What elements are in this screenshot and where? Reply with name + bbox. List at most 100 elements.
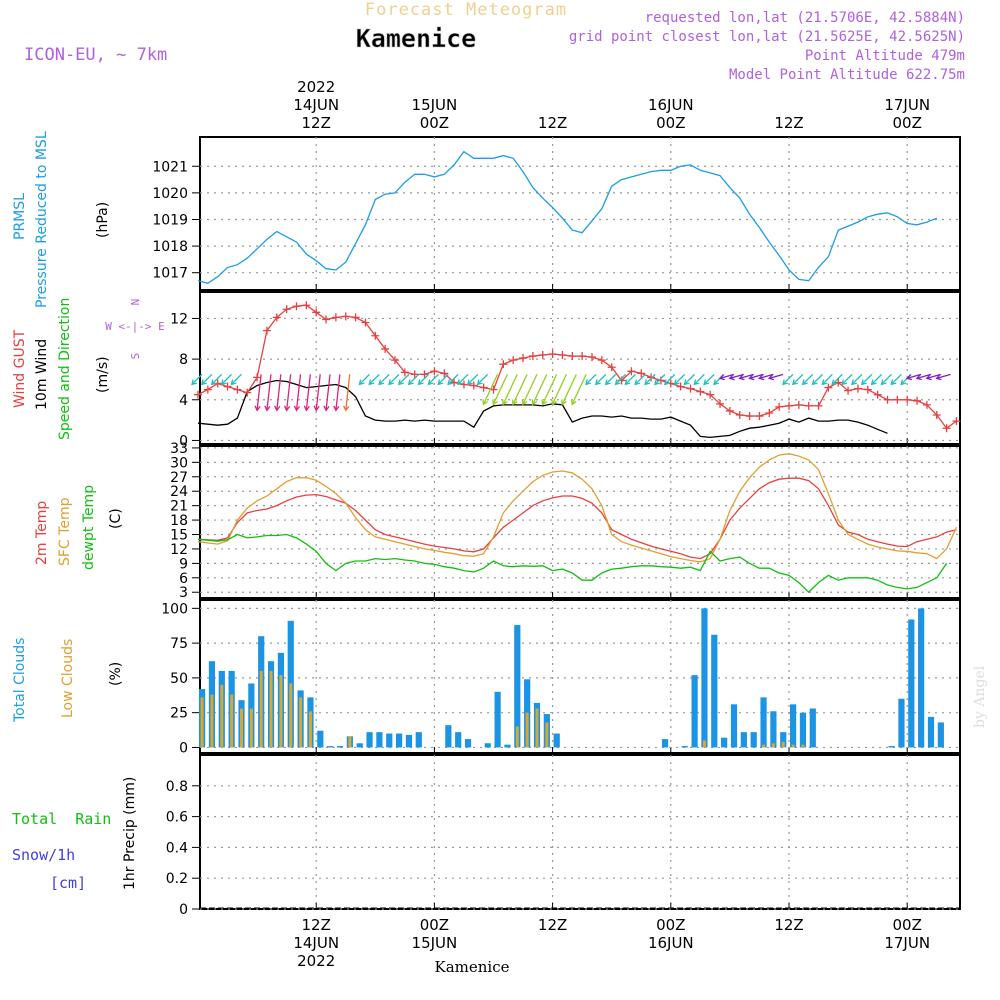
gust-marker (863, 385, 872, 394)
gust-marker (322, 315, 331, 324)
time-label: 12Z (302, 916, 331, 934)
gust-marker (794, 400, 803, 409)
wind-direction-arrow (841, 373, 853, 385)
gust-marker (873, 390, 882, 399)
time-label: 12Z (302, 114, 331, 132)
total-cloud-bar (661, 739, 669, 748)
time-label: 12Z (538, 114, 567, 132)
precip-panel: 0 0.2 0.4 0.6 0.8 (166, 754, 961, 918)
gust-marker (785, 401, 793, 410)
total-cloud-bar (553, 733, 560, 748)
label-dewpt-temp: dewpt Temp (81, 485, 97, 570)
watermark: by Angel (972, 665, 988, 728)
wind-direction-arrow (812, 373, 824, 385)
time-label: 00Z (893, 114, 922, 132)
gust-marker (765, 408, 774, 417)
wind-arrow-head (758, 374, 765, 381)
wind-direction-arrow (890, 373, 902, 385)
wind-arrow-head (870, 379, 877, 386)
low-cloud-bar (240, 708, 243, 748)
pressure-y-tick-label: 1021 (152, 159, 188, 175)
clouds-y-tick-label: 0 (179, 740, 188, 756)
label-cm: [cm] (50, 874, 86, 892)
wind-direction-arrow (782, 373, 794, 385)
wind-direction-arrow (502, 374, 518, 405)
gust-marker (371, 331, 380, 340)
gust-marker (883, 395, 892, 404)
wind-arrow-head (585, 379, 592, 386)
wind-arrow-head (313, 405, 320, 412)
gust-marker (548, 350, 557, 359)
gust-marker (519, 354, 528, 363)
wind-direction-arrow (719, 373, 735, 379)
time-label: 2022 (297, 78, 335, 96)
wind-arrow-head (482, 399, 489, 406)
wind-direction-arrow (532, 374, 548, 405)
gust-marker (824, 383, 833, 392)
gust-marker (597, 356, 606, 365)
gust-marker (775, 402, 784, 411)
total-cloud-bar (701, 608, 708, 748)
wind-direction-arrow (345, 374, 351, 411)
pressure-panel: 1017 1018 1019 1020 1021 (152, 136, 961, 291)
gust-marker (735, 411, 744, 420)
total-cloud-bar (336, 746, 344, 748)
wind-arrow-head (693, 379, 700, 386)
wind-arrow-head (333, 405, 340, 412)
gust-marker (804, 401, 813, 410)
total-cloud-bar (918, 608, 925, 748)
gust-marker (932, 411, 941, 420)
time-label: 14JUN (293, 934, 339, 952)
precip-y-tick-label: 0.6 (166, 810, 188, 826)
wind-direction-arrow (851, 373, 863, 385)
wind-labels: Wind GUST 10m Wind Speed and Direction (… (12, 298, 165, 440)
low-cloud-bar (220, 684, 224, 748)
total-cloud-bar (445, 725, 452, 748)
wind-direction-arrow (624, 373, 636, 385)
wind-arrow-head (644, 379, 651, 386)
wind-direction-arrow (644, 373, 656, 385)
cloud-labels: Total Clouds Low Clouds (%) (12, 638, 124, 723)
product-title: Forecast Meteogram (365, 0, 567, 20)
wind-arrow-head (900, 379, 907, 386)
gust-marker (834, 378, 843, 387)
temperature-y-tick-label: 27 (170, 470, 188, 486)
wind-arrow-head (521, 399, 528, 406)
temperature-frame (199, 445, 961, 599)
time-label: 14JUN (293, 96, 339, 114)
total-cloud-bar (750, 732, 757, 748)
wind-arrow-head (821, 379, 828, 386)
wind-direction-arrow (595, 373, 607, 385)
total-cloud-bar (809, 708, 816, 748)
gust-marker (903, 395, 912, 404)
total-cloud-bar (760, 697, 767, 748)
total-cloud-bar (386, 733, 393, 748)
label-speed-direction: Speed and Direction (57, 298, 73, 440)
precip-frame (199, 754, 961, 910)
wind-direction-arrow (703, 373, 715, 385)
total-cloud-bar (405, 734, 413, 748)
wind-arrow-head (905, 374, 913, 381)
temperature-y-tick-label: 33 (170, 441, 188, 457)
label-total-rain: Total Rain (12, 810, 111, 828)
wind-arrow-head (880, 379, 887, 386)
clouds-panel: 0 25 50 75 100 (161, 599, 961, 756)
total-cloud-bar (711, 634, 718, 748)
total-cloud-bar (366, 732, 373, 748)
wind-direction-arrow (916, 373, 932, 379)
dewpoint-line (197, 533, 948, 594)
label-sfc-temp: SFC Temp (57, 497, 73, 566)
wind-direction-arrow (295, 374, 302, 411)
wind-arrow-head (811, 379, 818, 386)
wind-arrow-head (831, 379, 838, 386)
time-label: 00Z (656, 114, 685, 132)
wind-arrow-head (738, 374, 745, 381)
total-cloud-bar (494, 691, 501, 748)
wind-arrow-head (614, 379, 621, 386)
wind-arrow-head (511, 399, 518, 406)
gust-marker (302, 301, 311, 310)
total-cloud-bar (908, 619, 915, 748)
wind-arrow-head (492, 399, 498, 406)
total-cloud-bar (780, 732, 787, 748)
